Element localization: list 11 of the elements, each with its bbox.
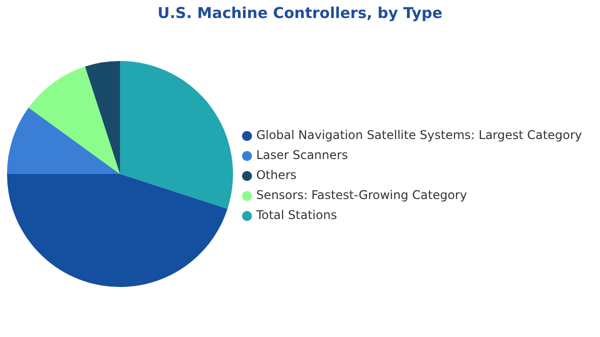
legend-label: Total Stations [256,208,337,222]
pie-slice [120,61,233,209]
legend-label: Global Navigation Satellite Systems: Largest Category [256,128,582,142]
chart-title: U.S. Machine Controllers, by Type [156,4,444,22]
pie-slice [7,108,120,174]
legend-label: Others [256,168,297,182]
pie-slice [7,174,228,287]
legend-label: Laser Scanners [256,148,348,162]
legend-label: Sensors: Fastest-Growing Category [256,188,467,202]
pie-slice [28,66,120,174]
pie-slice [85,61,120,174]
